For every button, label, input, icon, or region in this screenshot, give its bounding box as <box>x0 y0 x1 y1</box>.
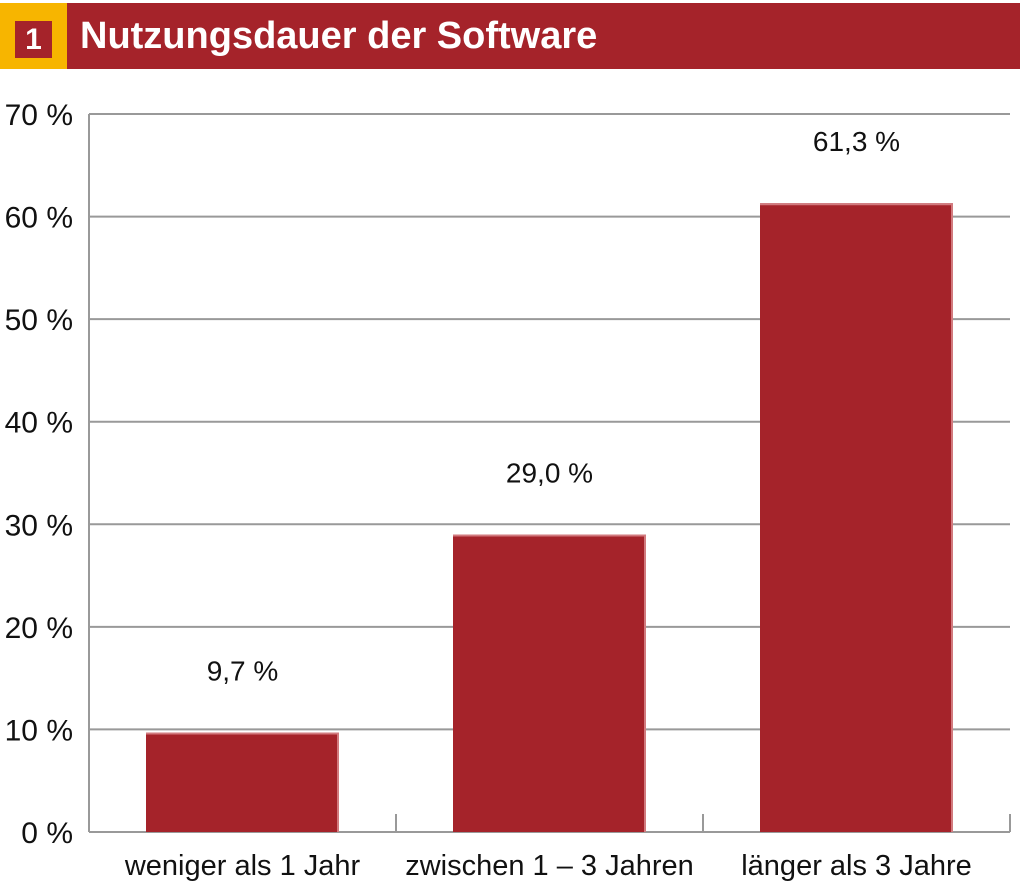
data-label: 61,3 % <box>813 126 900 157</box>
y-tick-label: 60 % <box>5 202 73 235</box>
y-tick-label: 50 % <box>5 304 73 337</box>
x-category-label: länger als 3 Jahre <box>741 850 972 882</box>
bar <box>146 732 339 832</box>
y-tick-label: 70 % <box>5 99 73 132</box>
y-tick-label: 10 % <box>5 714 73 747</box>
x-category-label: weniger als 1 Jahr <box>124 850 361 882</box>
x-category-label: zwischen 1 – 3 Jahren <box>405 850 694 882</box>
y-tick-label: 30 % <box>5 509 73 542</box>
title-bar <box>0 3 1020 69</box>
data-label: 29,0 % <box>506 458 593 489</box>
figure-number: 1 <box>15 21 52 58</box>
figure-number-block: 1 <box>0 3 67 69</box>
data-label: 9,7 % <box>207 656 279 687</box>
chart-title: Nutzungsdauer der Software <box>80 15 598 57</box>
bar <box>453 534 646 832</box>
y-tick-label: 0 % <box>21 817 73 850</box>
y-tick-label: 20 % <box>5 612 73 645</box>
bar <box>760 203 953 833</box>
y-tick-label: 40 % <box>5 407 73 440</box>
